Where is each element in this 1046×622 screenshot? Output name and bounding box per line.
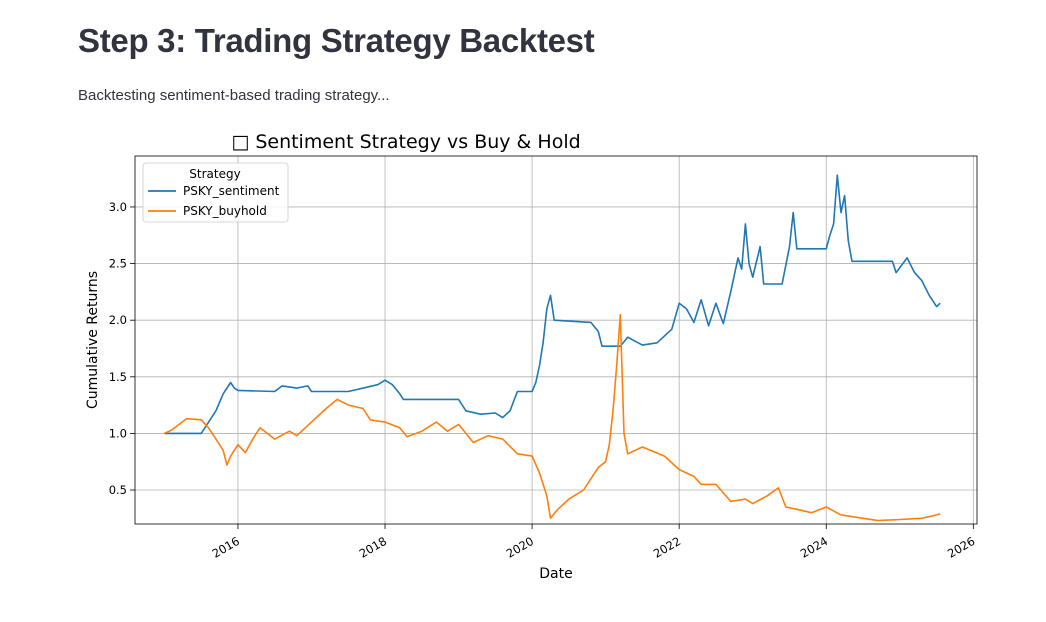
x-tick-label: 2016	[210, 534, 242, 561]
x-tick-label: 2026	[945, 534, 977, 561]
x-tick-label: 2024	[798, 534, 830, 561]
chart-container: □ Sentiment Strategy vs Buy & Hold 2016 2…	[78, 122, 988, 592]
chart-legend: Strategy PSKY_sentiment PSKY_buyhold	[142, 162, 289, 223]
y-tick-label: 1.0	[109, 426, 127, 440]
x-tick-label: 2020	[504, 534, 536, 561]
page-caption: Backtesting sentiment-based trading stra…	[78, 87, 390, 104]
axis-layer: 2016 2018 2020 2022 2024 2026 0.5 1.0 1.5 2.0 2.5 3…	[109, 200, 978, 561]
y-tick-label: 3.0	[109, 200, 127, 214]
series-layer	[164, 174, 941, 522]
page-title: Step 3: Trading Strategy Backtest	[78, 22, 595, 59]
legend-title: Strategy	[189, 167, 240, 181]
legend-label-sentiment: PSKY_sentiment	[183, 184, 280, 198]
chart-title: □ Sentiment Strategy vs Buy & Hold	[231, 131, 580, 153]
legend-label-buyhold: PSKY_buyhold	[183, 204, 267, 218]
backtest-chart: □ Sentiment Strategy vs Buy & Hold 2016 2…	[85, 131, 978, 582]
y-tick-label: 0.5	[109, 483, 127, 497]
x-tick-label: 2022	[651, 534, 683, 561]
y-tick-label: 2.5	[109, 257, 127, 271]
y-tick-label: 2.0	[109, 313, 127, 327]
legend-box	[142, 162, 289, 223]
series-line-psky-sentiment	[164, 174, 941, 435]
x-axis-label: Date	[539, 566, 572, 582]
x-tick-label: 2018	[357, 534, 389, 561]
plot-frame	[134, 155, 978, 525]
y-axis-label: Cumulative Returns	[85, 271, 101, 409]
series-line-psky-buyhold	[164, 313, 941, 522]
y-tick-label: 1.5	[109, 370, 127, 384]
